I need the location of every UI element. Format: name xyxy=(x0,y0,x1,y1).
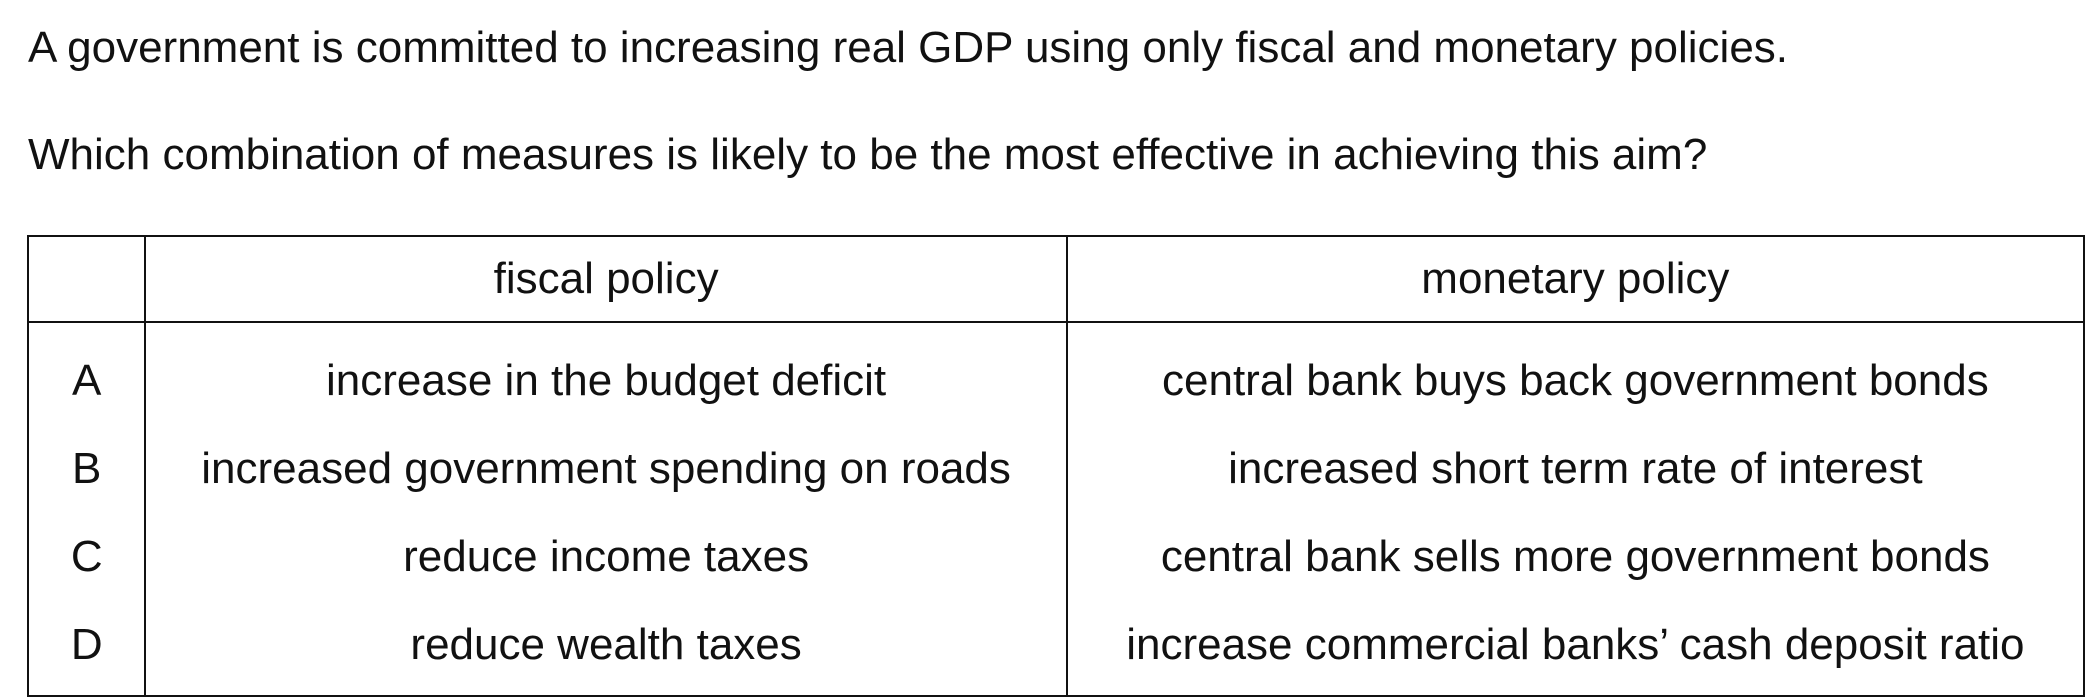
header-fiscal-policy: fiscal policy xyxy=(144,235,1068,323)
question-stem: A government is committed to increasing … xyxy=(28,23,1789,72)
option-row-d[interactable]: D reduce wealth taxes increase commercia… xyxy=(26,601,2086,697)
monetary-measure: increased short term rate of interest xyxy=(1065,425,2086,513)
option-letter: B xyxy=(26,425,147,513)
option-letter: A xyxy=(26,322,147,425)
monetary-measure: central bank sells more government bonds xyxy=(1065,513,2086,601)
table-header-row: fiscal policy monetary policy xyxy=(26,235,2086,323)
options-table: fiscal policy monetary policy A increase… xyxy=(26,235,2086,697)
question-prompt: Which combination of measures is likely … xyxy=(28,130,1708,179)
option-row-a[interactable]: A increase in the budget deficit central… xyxy=(26,322,2086,425)
option-letter: D xyxy=(26,601,147,697)
header-letter-cell xyxy=(26,235,147,323)
option-letter: C xyxy=(26,513,147,601)
monetary-measure: increase commercial banks’ cash deposit … xyxy=(1065,601,2086,697)
header-monetary-policy: monetary policy xyxy=(1065,235,2086,323)
fiscal-measure: reduce wealth taxes xyxy=(144,601,1068,697)
monetary-measure: central bank buys back government bonds xyxy=(1065,322,2086,425)
fiscal-measure: increase in the budget deficit xyxy=(144,322,1068,425)
fiscal-measure: reduce income taxes xyxy=(144,513,1068,601)
fiscal-measure: increased government spending on roads xyxy=(144,425,1068,513)
option-row-c[interactable]: C reduce income taxes central bank sells… xyxy=(26,513,2086,601)
option-row-b[interactable]: B increased government spending on roads… xyxy=(26,425,2086,513)
